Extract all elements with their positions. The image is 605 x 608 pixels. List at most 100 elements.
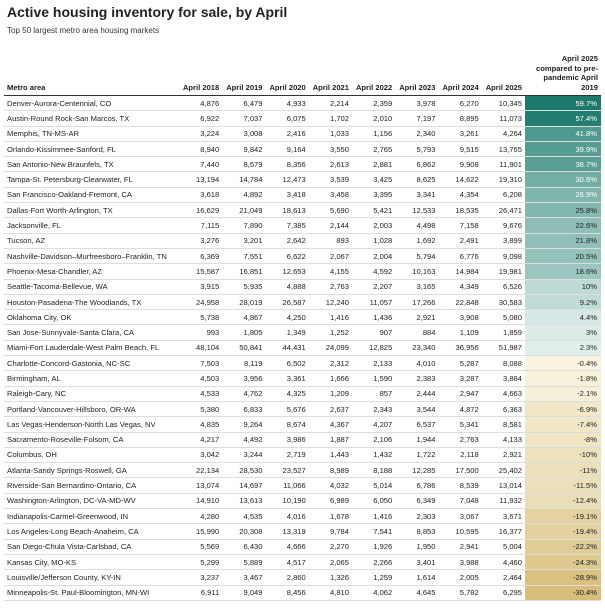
inventory-cell: 3,978 <box>395 95 439 112</box>
inventory-cell: 6,862 <box>395 156 439 173</box>
inventory-cell: 3,224 <box>179 126 223 142</box>
table-row: Miami-Fort Lauderdale-West Palm Beach, F… <box>4 340 601 357</box>
inventory-cell: 16,377 <box>481 523 525 540</box>
metro-name: Portland-Vancouver-Hillsboro, OR-WA <box>4 401 179 418</box>
inventory-cell: 1,326 <box>308 569 352 586</box>
metro-name: Birmingham, AL <box>4 370 179 387</box>
inventory-cell: 6,208 <box>481 187 525 204</box>
inventory-cell: 8,539 <box>438 477 482 494</box>
inventory-cell: 2,947 <box>438 386 482 402</box>
inventory-cell: 2,065 <box>308 554 352 571</box>
table-row: Austin-Round Rock-San Marcos, TX 6,922 7,0… <box>4 110 601 127</box>
inventory-cell: 6,786 <box>395 477 439 494</box>
inventory-cell: 2,416 <box>265 126 309 142</box>
inventory-cell: 14,697 <box>222 477 266 494</box>
metro-name: Tucson, AZ <box>4 233 179 249</box>
metro-name: Austin-Round Rock-San Marcos, TX <box>4 110 179 127</box>
inventory-cell: 2,133 <box>352 355 396 372</box>
inventory-cell: 1,614 <box>395 569 439 586</box>
inventory-cell: 2,144 <box>308 217 352 234</box>
inventory-cell: 4,460 <box>481 554 525 571</box>
inventory-cell: 4,592 <box>352 263 396 280</box>
header-row: Metro area April 2018 April 2019 April 2020… <box>4 46 601 96</box>
inventory-cell: 5,676 <box>265 401 309 418</box>
inventory-cell: 3,067 <box>438 508 482 525</box>
inventory-cell: 9,784 <box>308 523 352 540</box>
inventory-cell: 4,032 <box>308 477 352 494</box>
inventory-cell: 8,579 <box>222 156 266 173</box>
metro-name: Seattle-Tacoma-Bellevue, WA <box>4 279 179 295</box>
change-cell: 9.2% <box>525 294 601 311</box>
change-cell: 57.4% <box>525 110 601 127</box>
inventory-cell: 2,214 <box>308 95 352 112</box>
inventory-cell: 6,430 <box>222 539 266 555</box>
inventory-cell: 4,325 <box>265 386 309 402</box>
inventory-cell: 7,158 <box>438 217 482 234</box>
inventory-cell: 8,456 <box>265 585 309 601</box>
metro-name: San Jose-Sunnyvale-Santa Clara, CA <box>4 324 179 341</box>
inventory-cell: 4,663 <box>481 386 525 402</box>
inventory-cell: 1,109 <box>438 324 482 341</box>
inventory-cell: 3,165 <box>395 279 439 295</box>
table-row: Sacramento-Roseville-Folsom, CA 4,217 4,49… <box>4 432 601 448</box>
metro-name: Oklahoma City, OK <box>4 309 179 326</box>
column-header: April 2018 <box>179 46 223 96</box>
inventory-cell: 12,825 <box>352 340 396 357</box>
inventory-cell: 7,048 <box>438 493 482 510</box>
metro-name: Minneapolis-St. Paul-Bloomington, MN-WI <box>4 585 179 601</box>
inventory-cell: 1,443 <box>308 447 352 464</box>
inventory-cell: 1,859 <box>481 324 525 341</box>
table-body: Denver-Aurora-Centennial, CO 4,876 6,479 4,… <box>4 95 601 601</box>
subtitle: Top 50 largest metro area housing market… <box>7 26 160 35</box>
metro-name: Nashville-Davidson–Murfreesboro–Franklin… <box>4 248 179 265</box>
inventory-cell: 3,908 <box>438 309 482 326</box>
inventory-cell: 4,867 <box>222 309 266 326</box>
change-cell: 26.9% <box>525 187 601 204</box>
inventory-cell: 3,237 <box>179 569 223 586</box>
inventory-cell: 9,842 <box>222 141 266 158</box>
change-cell: -11% <box>525 462 601 479</box>
inventory-cell: 26,587 <box>265 294 309 311</box>
inventory-cell: 6,922 <box>179 110 223 127</box>
inventory-cell: 3,361 <box>265 370 309 387</box>
inventory-cell: 3,276 <box>179 233 223 249</box>
inventory-cell: 11,073 <box>481 110 525 127</box>
inventory-cell: 1,926 <box>352 539 396 555</box>
inventory-cell: 1,416 <box>308 309 352 326</box>
table-row: Birmingham, AL 4,503 3,956 3,361 1,666 1,590 2… <box>4 370 601 387</box>
inventory-cell: 2,340 <box>395 126 439 142</box>
table-row: Louisville/Jefferson County, KY-IN 3,237 3… <box>4 569 601 586</box>
inventory-cell: 8,625 <box>395 171 439 188</box>
inventory-cell: 1,436 <box>352 309 396 326</box>
table-row: San Antonio-New Braunfels, TX 7,440 8,579 8… <box>4 156 601 173</box>
inventory-cell: 11,066 <box>265 477 309 494</box>
inventory-cell: 6,363 <box>481 401 525 418</box>
inventory-cell: 1,944 <box>395 432 439 448</box>
table-row: Memphis, TN-MS-AR 3,224 3,008 2,416 1,033 1,1… <box>4 126 601 142</box>
inventory-cell: 4,062 <box>352 585 396 601</box>
change-cell: -8% <box>525 432 601 448</box>
inventory-cell: 4,872 <box>438 401 482 418</box>
table-row: Tampa-St. Petersburg-Clearwater, FL 13,19… <box>4 171 601 188</box>
inventory-cell: 1,349 <box>265 324 309 341</box>
inventory-cell: 8,895 <box>438 110 482 127</box>
inventory-cell: 4,217 <box>179 432 223 448</box>
inventory-cell: 2,444 <box>395 386 439 402</box>
metro-name: Las Vegas-Henderson-North Las Vegas, NV <box>4 416 179 433</box>
inventory-cell: 8,940 <box>179 141 223 158</box>
inventory-cell: 8,188 <box>352 462 396 479</box>
inventory-cell: 2,464 <box>481 569 525 586</box>
inventory-cell: 5,004 <box>481 539 525 555</box>
inventory-cell: 3,884 <box>481 370 525 387</box>
inventory-cell: 2,860 <box>265 569 309 586</box>
inventory-cell: 3,544 <box>395 401 439 418</box>
inventory-cell: 4,354 <box>438 187 482 204</box>
metro-name: Dallas-Fort Worth-Arlington, TX <box>4 202 179 219</box>
metro-name: San Antonio-New Braunfels, TX <box>4 156 179 173</box>
inventory-cell: 3,287 <box>438 370 482 387</box>
table-row: Raleigh-Cary, NC 4,533 4,762 4,325 1,209 857 2… <box>4 386 601 402</box>
inventory-cell: 5,793 <box>395 141 439 158</box>
metro-name: Charlotte-Concord-Gastonia, NC-SC <box>4 355 179 372</box>
inventory-cell: 15,990 <box>179 523 223 540</box>
inventory-cell: 2,359 <box>352 95 396 112</box>
